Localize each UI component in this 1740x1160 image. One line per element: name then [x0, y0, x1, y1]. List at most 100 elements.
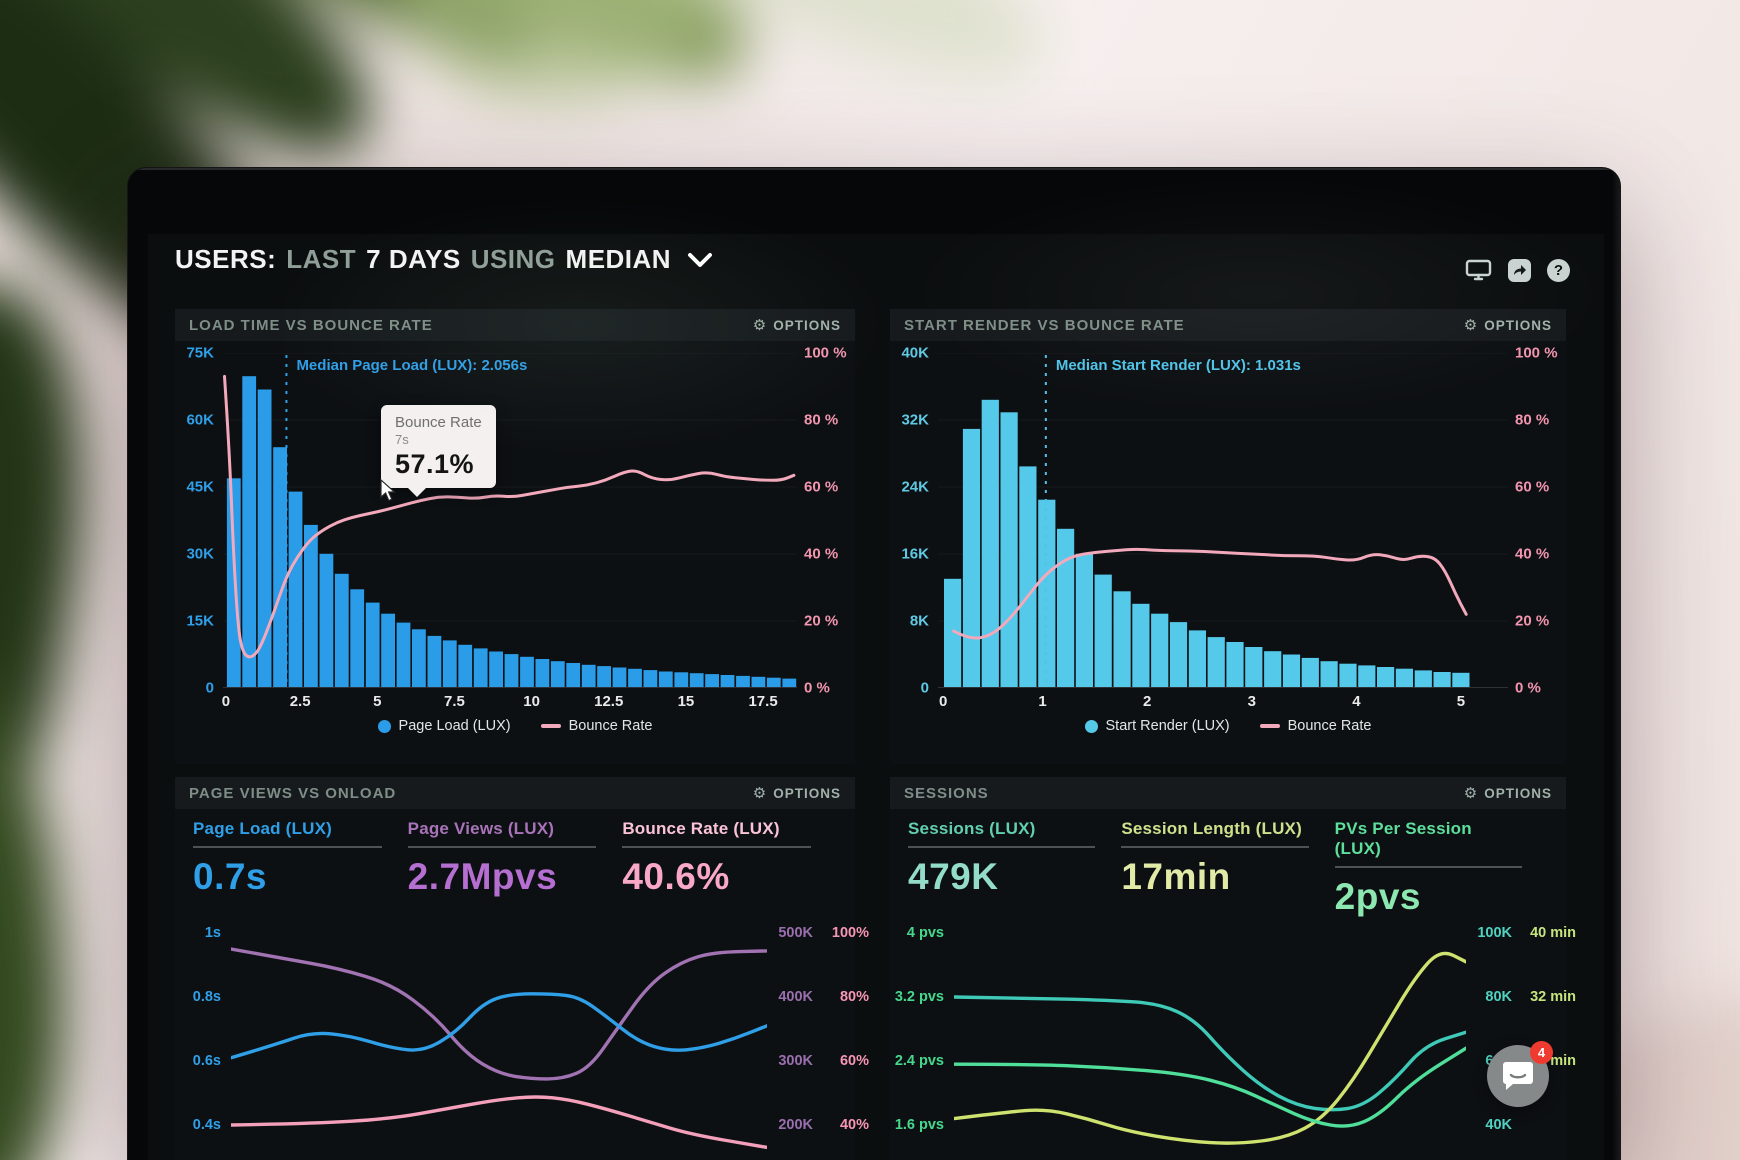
x-axis-tick: 3	[1247, 693, 1256, 710]
axis-tick: 24K	[901, 478, 929, 496]
legend: Start Render (LUX) Bounce Rate	[890, 718, 1566, 734]
panel-load-time-vs-bounce-rate: LOAD TIME VS BOUNCE RATE ⚙ OPTIONS 75K 60…	[175, 309, 855, 764]
metric-value: 0.7s	[193, 856, 268, 897]
legend-item[interactable]: Page Load (LUX)	[377, 718, 511, 734]
metric-divider	[1334, 866, 1522, 868]
chart-area: 75K 60K 45K 30K 15K 0 Median Page Load (LUX):…	[175, 341, 855, 714]
axis-tick: 3.2 pvs	[894, 989, 944, 1005]
display-icon[interactable]	[1465, 258, 1492, 282]
axis-tick: 40K	[1485, 1117, 1512, 1133]
legend-label: Page Load (LUX)	[398, 718, 511, 734]
axis-tick: 15K	[186, 612, 214, 630]
help-icon[interactable]: ?	[1547, 258, 1570, 282]
chat-button[interactable]: 4	[1487, 1041, 1553, 1107]
x-axis-tick: 0	[221, 693, 231, 710]
legend-label: Bounce Rate	[568, 718, 653, 734]
plant-leaf	[390, 0, 720, 100]
y-axis-right: 100 % 80 % 60 % 40 % 20 % 0 %	[1508, 345, 1566, 697]
metric-label: Bounce Rate (LUX)	[622, 819, 780, 838]
panel-title: START RENDER VS BOUNCE RATE	[904, 316, 1185, 334]
panel-start-render-vs-bounce-rate: START RENDER VS BOUNCE RATE ⚙ OPTIONS 40…	[890, 309, 1566, 764]
metric-row: Sessions (LUX) 479K Session Length (LUX) 17…	[890, 809, 1566, 921]
sessions-chart[interactable]	[954, 923, 1466, 1160]
metric-divider	[1121, 846, 1309, 848]
panel-title: SESSIONS	[904, 784, 989, 802]
metric-value: 2.7Mpvs	[407, 856, 558, 897]
axis-tick: 80K 32 min	[1485, 989, 1576, 1005]
axis-tick: 200K 40%	[778, 1117, 869, 1133]
axis-tick: 60 %	[1515, 478, 1550, 496]
x-axis-tick: 5	[1456, 693, 1466, 710]
metric-divider	[193, 846, 382, 848]
options-button[interactable]: ⚙ OPTIONS	[1463, 784, 1552, 802]
svg-text:Median Start Render (LUX): 1.0: Median Start Render (LUX): 1.031s	[1056, 357, 1301, 374]
legend: Page Load (LUX) Bounce Rate	[175, 718, 855, 734]
x-axis-tick: 15	[677, 693, 695, 710]
users-range-dropdown[interactable]: USERS: LAST 7 DAYS USING MEDIAN	[175, 244, 713, 275]
panel-title: PAGE VIEWS VS ONLOAD	[189, 784, 397, 802]
dashboard: USERS: LAST 7 DAYS USING MEDIAN ?	[148, 174, 1608, 1160]
legend-dot-swatch	[1084, 719, 1098, 733]
y-axis-left: 1s 0.8s 0.6s 0.4s	[175, 923, 231, 1133]
metric-label: Sessions (LUX)	[908, 819, 1036, 838]
plot[interactable]: Median Start Render (LUX): 1.031s 0 1 2 3 4 5	[938, 353, 1508, 714]
gear-icon: ⚙	[1463, 784, 1478, 802]
legend-dot-swatch	[377, 719, 391, 733]
axis-tick: 80 %	[1515, 411, 1550, 429]
x-axis: 0 2.5 5 7.5 10 12.5 15 17.5	[221, 688, 797, 714]
legend-item[interactable]: Start Render (LUX)	[1084, 718, 1230, 734]
notification-badge: 4	[1530, 1041, 1553, 1064]
legend-item[interactable]: Bounce Rate	[540, 718, 653, 734]
chevron-down-icon[interactable]	[687, 252, 713, 268]
y-axis-right: 100 % 80 % 60 % 40 % 20 % 0 %	[797, 345, 855, 697]
axis-tick: 40 %	[1515, 545, 1550, 563]
axis-tick: 1s	[204, 925, 221, 941]
panel-header: PAGE VIEWS VS ONLOAD ⚙ OPTIONS	[175, 777, 855, 809]
axis-tick: 0 %	[1515, 679, 1541, 697]
plot[interactable]: Median Page Load (LUX): 2.056s 0 2.5 5 7.5 1…	[221, 353, 797, 714]
panel-header: LOAD TIME VS BOUNCE RATE ⚙ OPTIONS	[175, 309, 855, 341]
metric: Page Views (LUX) 2.7Mpvs	[407, 819, 623, 921]
metric: Session Length (LUX) 17min	[1121, 819, 1334, 921]
plot[interactable]	[231, 923, 767, 1160]
metric-value: 479K	[908, 856, 999, 897]
x-axis-tick: 5	[373, 693, 382, 710]
metric-label: Page Views (LUX)	[407, 819, 555, 838]
y-axis-left: 4 pvs 3.2 pvs 2.4 pvs 1.6 pvs	[890, 923, 954, 1133]
chart-area: 1s 0.8s 0.6s 0.4s 500K 100% 400K 80% 300K 60% 200…	[175, 923, 869, 1160]
header-icons: ?	[1465, 258, 1570, 282]
gear-icon: ⚙	[752, 316, 767, 334]
x-axis-tick: 17.5	[748, 693, 778, 710]
axis-tick: 20 %	[804, 612, 839, 630]
x-axis-tick: 2.5	[289, 693, 311, 710]
x-axis-tick: 4	[1352, 693, 1361, 710]
axis-tick: 100K 40 min	[1477, 925, 1576, 941]
page-views-chart[interactable]	[231, 923, 767, 1160]
share-icon[interactable]	[1508, 258, 1531, 282]
plot[interactable]	[954, 923, 1466, 1160]
axis-tick: 60K	[186, 411, 214, 429]
metric-label: PVs Per Session (LUX)	[1334, 819, 1472, 858]
legend-item[interactable]: Bounce Rate	[1259, 718, 1372, 734]
metric-value: 2pvs	[1334, 876, 1421, 917]
metric: Sessions (LUX) 479K	[908, 819, 1121, 921]
panel-title: LOAD TIME VS BOUNCE RATE	[189, 316, 433, 334]
x-axis-tick: 0	[938, 693, 948, 710]
axis-tick: 0.6s	[192, 1053, 221, 1069]
axis-tick: 400K 80%	[778, 989, 869, 1005]
axis-tick: 2.4 pvs	[894, 1053, 944, 1069]
options-button[interactable]: ⚙ OPTIONS	[752, 316, 841, 334]
axis-tick: 300K 60%	[778, 1053, 869, 1069]
chart-area: 40K 32K 24K 16K 8K 0 Median Start Render (LUX…	[890, 341, 1566, 714]
start-render-chart[interactable]: Median Start Render (LUX): 1.031s	[938, 353, 1508, 688]
load-time-chart[interactable]: Median Page Load (LUX): 2.056s	[223, 353, 797, 688]
options-button[interactable]: ⚙ OPTIONS	[1463, 316, 1552, 334]
axis-tick: 80 %	[804, 411, 839, 429]
legend-label: Bounce Rate	[1287, 718, 1372, 734]
panel-header: START RENDER VS BOUNCE RATE ⚙ OPTIONS	[890, 309, 1566, 341]
tooltip-title: Bounce Rate	[395, 414, 482, 431]
x-axis-tick: 10	[523, 693, 540, 710]
axis-tick: 30K	[186, 545, 214, 563]
options-button[interactable]: ⚙ OPTIONS	[752, 784, 841, 802]
y-axis-left: 75K 60K 45K 30K 15K 0	[175, 345, 223, 697]
